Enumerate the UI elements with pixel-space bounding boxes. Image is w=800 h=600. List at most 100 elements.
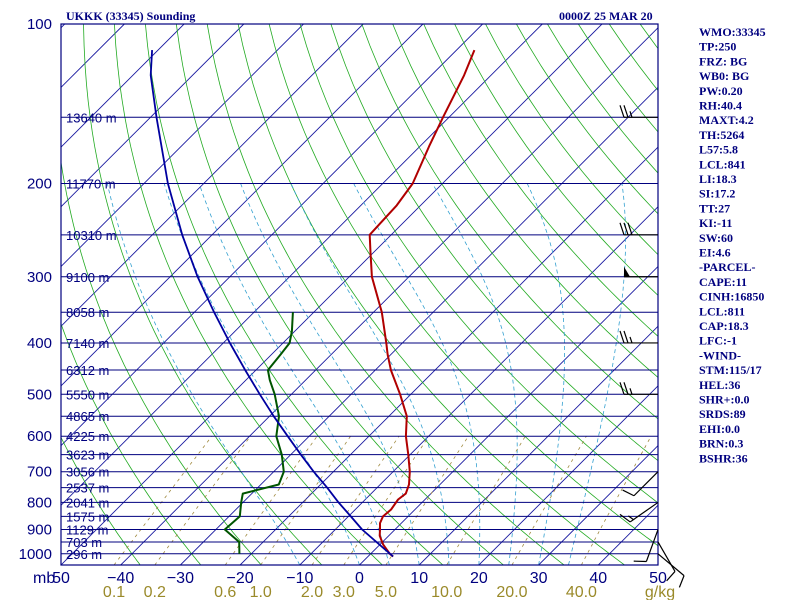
pressure-tick-label: 900 (27, 522, 52, 539)
wind-barb (633, 529, 659, 563)
wind-barb (619, 105, 658, 118)
height-label: 703 m (66, 535, 102, 550)
isotherm-line (61, 24, 603, 565)
isotherm-line (61, 24, 66, 29)
mixing-ratio-label: 0.2 (144, 584, 166, 600)
mixing-ratio-line (511, 435, 587, 565)
isotherm-line (0, 24, 5, 565)
isotherm-line (180, 86, 658, 565)
dry-adiabat-line (175, 24, 504, 565)
index-line: BRN:0.3 (699, 437, 743, 451)
index-line: CINH:16850 (699, 290, 764, 304)
mixing-ratio-line (581, 436, 652, 565)
pressure-tick-label: 600 (27, 428, 52, 445)
wind-barb (624, 266, 658, 278)
isotherm-line (61, 24, 304, 268)
mixing-ratio-line (311, 435, 400, 565)
temperature-tick-label: −40 (107, 570, 134, 587)
mixing-ratio-label: 40.0 (566, 584, 597, 600)
isotherm-line (61, 24, 364, 327)
index-line: EHI:0.0 (699, 422, 740, 436)
pressure-tick-label: 400 (27, 335, 52, 352)
index-line: -WIND- (699, 348, 741, 362)
temperature-tick-label: −30 (167, 570, 194, 587)
wind-barb-half-feather (629, 111, 633, 118)
mixing-ratio-label: 10.0 (431, 584, 462, 600)
temperature-tick-label: 0 (355, 570, 364, 587)
wind-barb-feather (623, 330, 629, 344)
height-label: 13640 m (66, 110, 117, 125)
wind-barb-pennant (624, 266, 630, 277)
height-label: 1129 m (66, 523, 108, 538)
height-label: 4865 m (66, 409, 109, 424)
wind-barbs (619, 105, 685, 588)
wind-barb (657, 553, 685, 588)
wind-barb-feather (619, 105, 625, 118)
index-line: SW:60 (699, 231, 733, 245)
isotherm-line (418, 325, 658, 565)
profile-traces (149, 49, 476, 558)
index-line: -PARCEL- (699, 260, 755, 274)
isotherm-line (538, 444, 658, 565)
ylabel-mb: mb (33, 570, 55, 587)
isotherm-line (61, 24, 543, 506)
temperature-tick-label: 50 (649, 570, 667, 587)
mixing-ratio-label: 20.0 (496, 584, 527, 600)
wind-barb-feather (623, 382, 629, 395)
index-line: LFC:-1 (699, 334, 737, 348)
wind-barb-half-feather (629, 388, 633, 395)
index-line: TH:5264 (699, 128, 744, 142)
moist-adiabat-line (163, 183, 360, 565)
temperature-tick-label: 30 (530, 570, 548, 587)
temperature-tick-label: −10 (286, 570, 313, 587)
index-line: RH:40.4 (699, 99, 742, 113)
pressure-tick-label: 700 (27, 464, 52, 481)
mixing-ratio-line (154, 435, 251, 565)
wind-barb-staff (645, 529, 659, 562)
height-label: 3056 m (66, 465, 109, 480)
dry-adiabat-line (299, 24, 658, 504)
dry-adiabat-line (114, 24, 383, 565)
index-line: FRZ: BG (699, 54, 747, 68)
pressure-tick-label: 100 (27, 16, 52, 33)
pressure-tick-label: 200 (27, 175, 52, 192)
index-line: CAPE:11 (699, 275, 747, 289)
height-label: 2537 m (66, 481, 109, 496)
index-line: TP:250 (699, 40, 736, 54)
temperature-tick-label: 10 (410, 570, 428, 587)
index-line: SHR+:0.0 (699, 393, 750, 407)
index-line: MAXT:4.2 (699, 113, 754, 127)
index-line: L57:5.8 (699, 143, 738, 157)
moist-adiabat-line (526, 183, 565, 565)
moist-adiabat-line (568, 183, 626, 565)
index-line: SI:17.2 (699, 187, 735, 201)
wind-barb-feather (619, 222, 625, 236)
temperature-tick-label: 20 (470, 570, 488, 587)
temperature-tick-label: −20 (227, 570, 254, 587)
dry-adiabat-line (61, 159, 262, 565)
height-label: 4225 m (66, 429, 109, 444)
dry-adiabat-line (237, 24, 625, 565)
mixing-ratio-line (113, 435, 213, 565)
grid-lines (0, 24, 658, 565)
isotherm-line (359, 265, 658, 565)
valid-time: 0000Z 25 MAR 20 (559, 9, 653, 23)
height-label: 10310 m (66, 228, 117, 243)
dry-adiabat-line (83, 24, 323, 565)
mixing-ratio-label: 0.6 (214, 584, 236, 600)
wind-barb-feather (619, 330, 625, 344)
dry-adiabat-line (485, 24, 658, 256)
index-line: WMO:33345 (699, 25, 766, 39)
wind-barb (619, 501, 659, 523)
dry-adiabat-line (577, 24, 658, 133)
height-label: 6312 m (66, 363, 109, 378)
index-line: LCL:841 (699, 157, 746, 171)
moist-adiabat-line (432, 183, 518, 565)
wind-barb-half-feather (629, 336, 633, 344)
pressure-tick-label: 800 (27, 494, 52, 511)
index-line: HEL:36 (699, 378, 740, 392)
mixing-ratio-line (385, 435, 469, 565)
index-line: WB0: BG (699, 69, 749, 83)
wind-barb-feather (619, 513, 631, 523)
